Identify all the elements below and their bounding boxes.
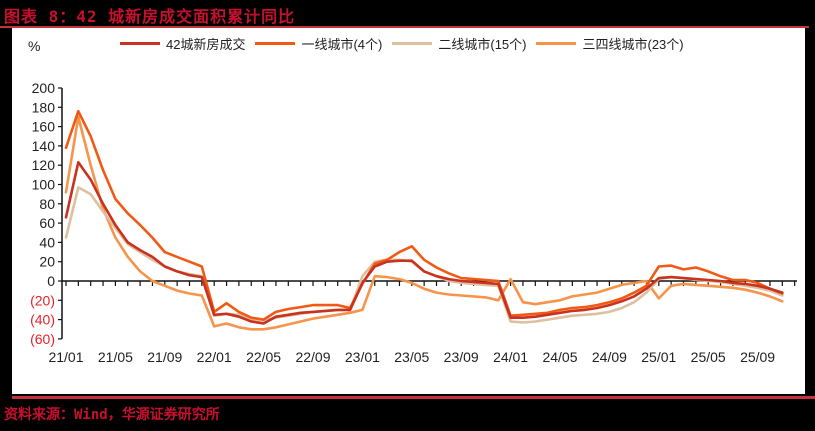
y-tick-label: (40) <box>30 312 55 328</box>
y-tick-label: 140 <box>32 138 56 154</box>
legend-swatch <box>536 42 577 45</box>
source-note: 资料来源：Wind，华源证券研究所 <box>4 407 220 423</box>
x-tick-label: 21/01 <box>48 349 83 365</box>
legend-swatch <box>120 42 160 45</box>
y-tick-label: 40 <box>39 234 55 250</box>
y-tick-label: 120 <box>32 157 56 173</box>
legend-label: 一线城市(4个) <box>301 37 383 52</box>
y-tick-label: 180 <box>32 99 56 115</box>
x-tick-label: 21/09 <box>147 349 182 365</box>
y-tick-label: 160 <box>32 119 56 135</box>
x-tick-label: 24/01 <box>493 349 528 365</box>
legend-label: 三四线城市(23个) <box>582 37 684 52</box>
y-tick-label: 20 <box>39 254 55 270</box>
y-tick-label: 60 <box>39 215 55 231</box>
legend-item-tier2: 二线城市(15个) <box>392 34 526 53</box>
x-tick-label: 22/01 <box>197 349 232 365</box>
legend-label: 二线城市(15个) <box>438 37 527 52</box>
source-rule <box>12 396 815 399</box>
y-tick-label: 100 <box>32 177 56 193</box>
x-tick-label: 23/01 <box>345 349 380 365</box>
legend: 42城新房成交 一线城市(4个) 二线城市(15个) 三四线城市(23个) <box>120 34 684 53</box>
y-tick-label: 0 <box>47 273 55 289</box>
x-tick-label: 21/05 <box>98 349 133 365</box>
legend-item-tier1: 一线城市(4个) <box>255 34 382 53</box>
x-tick-label: 24/09 <box>592 349 627 365</box>
x-tick-label: 25/09 <box>740 349 775 365</box>
x-tick-label: 23/09 <box>444 349 479 365</box>
x-tick-label: 22/05 <box>246 349 281 365</box>
figure-title: 图表 8：42 城新房成交面积累计同比 <box>4 7 296 26</box>
y-tick-label: (60) <box>30 331 55 347</box>
y-tick-label: 80 <box>39 196 55 212</box>
series-line-1 <box>64 109 784 321</box>
y-axis-unit: % <box>28 38 41 54</box>
series-line-3 <box>64 115 784 331</box>
legend-swatch <box>255 42 296 45</box>
chart-panel <box>12 28 805 394</box>
x-tick-label: 22/09 <box>295 349 330 365</box>
legend-swatch <box>392 42 433 45</box>
legend-label: 42城新房成交 <box>166 37 246 52</box>
legend-item-tier34: 三四线城市(23个) <box>536 34 684 53</box>
legend-item-42city: 42城新房成交 <box>120 34 245 53</box>
x-tick-label: 23/05 <box>394 349 429 365</box>
y-tick-label: (20) <box>30 292 55 308</box>
x-tick-label: 25/01 <box>641 349 676 365</box>
series-line-0 <box>64 161 784 325</box>
title-rule <box>0 26 809 28</box>
y-tick-label: 200 <box>32 80 56 96</box>
x-tick-label: 24/05 <box>542 349 577 365</box>
x-tick-label: 25/05 <box>691 349 726 365</box>
